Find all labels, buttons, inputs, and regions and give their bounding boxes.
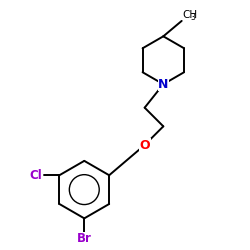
Text: Br: Br	[77, 232, 92, 245]
Text: CH: CH	[183, 10, 198, 20]
Text: N: N	[158, 78, 168, 91]
Text: 3: 3	[190, 13, 195, 22]
Text: Cl: Cl	[30, 169, 42, 182]
Text: O: O	[139, 138, 150, 151]
